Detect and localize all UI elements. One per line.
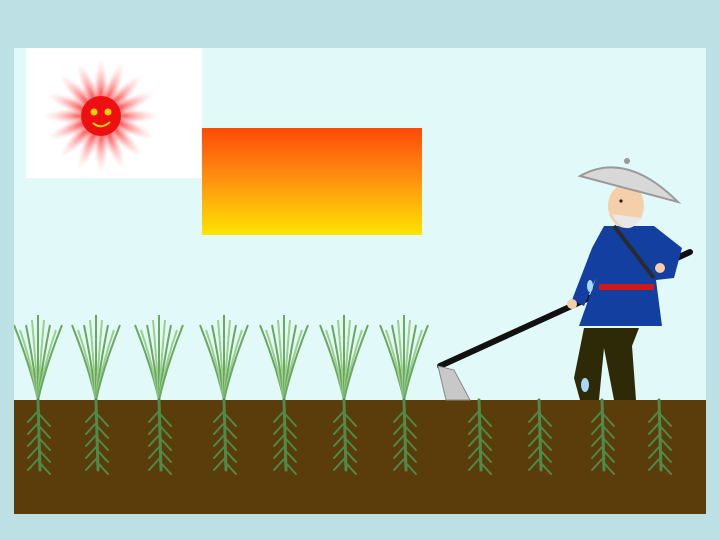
sun-icon <box>43 58 159 174</box>
slide-canvas <box>14 48 706 514</box>
root-icon <box>528 398 552 475</box>
root-icon <box>591 398 615 475</box>
seedling-icon <box>259 315 309 475</box>
seedling-icon <box>319 315 369 475</box>
seedling-icon <box>199 315 249 475</box>
seedling-row <box>14 315 672 475</box>
seedling-icon <box>14 315 63 475</box>
soil-ground <box>14 400 706 514</box>
seedling-icon <box>134 315 184 475</box>
farmer-icon <box>567 158 682 400</box>
seedling-icon <box>71 315 121 475</box>
scene-drawing <box>14 58 693 475</box>
gradient-box <box>202 128 422 235</box>
seedling-icon <box>379 315 429 475</box>
root-icon <box>468 398 492 475</box>
root-icon <box>648 398 672 475</box>
